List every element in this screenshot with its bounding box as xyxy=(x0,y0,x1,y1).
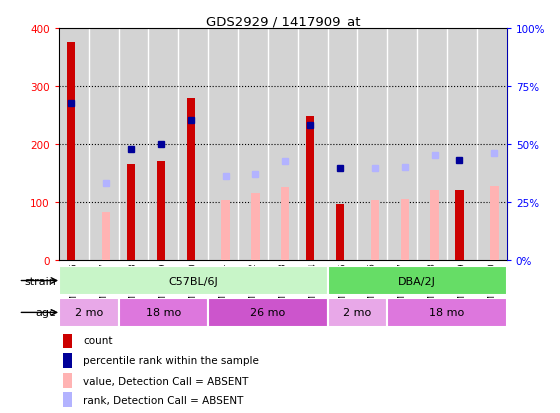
Bar xyxy=(148,29,178,260)
Bar xyxy=(268,29,298,260)
Bar xyxy=(88,29,119,260)
Bar xyxy=(208,29,238,260)
Bar xyxy=(238,29,268,260)
Text: age: age xyxy=(35,308,56,318)
Text: DBA/2J: DBA/2J xyxy=(398,276,436,286)
Bar xyxy=(67,43,76,260)
Bar xyxy=(59,266,328,295)
Bar xyxy=(119,298,208,327)
Bar xyxy=(186,98,195,260)
Bar xyxy=(400,199,409,260)
Text: 18 mo: 18 mo xyxy=(146,308,181,318)
Bar xyxy=(306,117,314,260)
Bar xyxy=(328,29,357,260)
Bar xyxy=(127,165,135,260)
Bar xyxy=(336,204,344,260)
Bar xyxy=(157,162,165,260)
Bar xyxy=(447,29,477,260)
Text: C57BL/6J: C57BL/6J xyxy=(169,276,218,286)
Bar xyxy=(431,191,439,260)
Bar xyxy=(59,298,119,327)
Bar xyxy=(59,29,88,260)
Text: rank, Detection Call = ABSENT: rank, Detection Call = ABSENT xyxy=(83,395,244,405)
Text: percentile rank within the sample: percentile rank within the sample xyxy=(83,356,259,366)
Bar xyxy=(281,188,290,260)
Bar xyxy=(298,29,328,260)
Text: count: count xyxy=(83,335,113,345)
Text: 2 mo: 2 mo xyxy=(74,308,103,318)
Bar xyxy=(63,333,72,348)
Bar xyxy=(221,201,230,260)
Bar xyxy=(63,353,72,368)
Bar xyxy=(455,191,464,260)
Text: 2 mo: 2 mo xyxy=(343,308,372,318)
Text: value, Detection Call = ABSENT: value, Detection Call = ABSENT xyxy=(83,376,249,386)
Bar xyxy=(477,29,507,260)
Bar xyxy=(178,29,208,260)
Bar xyxy=(63,392,72,407)
Text: strain: strain xyxy=(24,276,56,286)
Bar xyxy=(490,186,498,260)
Bar xyxy=(371,201,379,260)
Bar xyxy=(102,213,110,260)
Text: 26 mo: 26 mo xyxy=(250,308,286,318)
Bar xyxy=(328,298,388,327)
Text: 18 mo: 18 mo xyxy=(430,308,465,318)
Bar xyxy=(417,29,447,260)
Bar xyxy=(251,194,260,260)
Title: GDS2929 / 1417909_at: GDS2929 / 1417909_at xyxy=(206,15,360,28)
Bar xyxy=(388,29,417,260)
Bar xyxy=(119,29,148,260)
Bar xyxy=(208,298,328,327)
Bar xyxy=(328,266,507,295)
Bar xyxy=(63,373,72,388)
Bar xyxy=(357,29,388,260)
Bar xyxy=(388,298,507,327)
